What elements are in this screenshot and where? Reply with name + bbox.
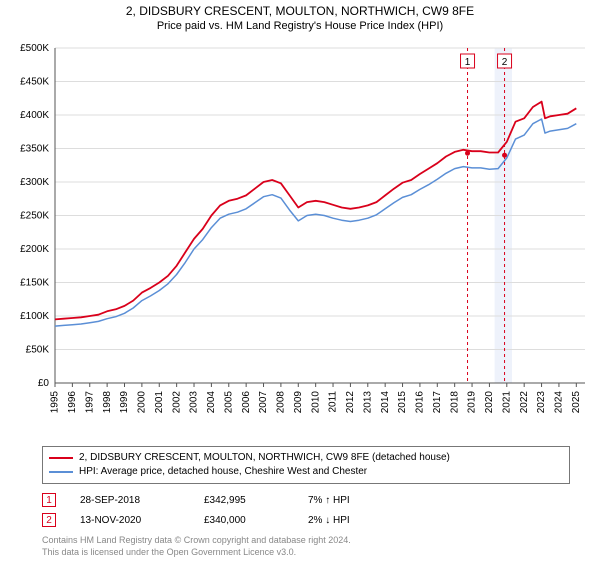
sale-row: 1 28-SEP-2018 £342,995 7% ↑ HPI [42,490,570,510]
svg-text:£350K: £350K [20,144,49,155]
svg-text:1995: 1995 [50,391,61,414]
svg-text:2005: 2005 [223,391,234,414]
svg-text:2: 2 [502,57,508,68]
legend-item: 2, DIDSBURY CRESCENT, MOULTON, NORTHWICH… [49,451,563,465]
svg-text:2008: 2008 [276,391,287,414]
sale-marker: 2 [42,513,56,527]
svg-text:£500K: £500K [20,43,49,54]
svg-text:2007: 2007 [258,391,269,414]
sale-date: 28-SEP-2018 [80,495,180,506]
svg-text:£200K: £200K [20,244,49,255]
svg-text:2015: 2015 [397,391,408,414]
chart-title: 2, DIDSBURY CRESCENT, MOULTON, NORTHWICH… [0,4,600,18]
svg-text:2000: 2000 [137,391,148,414]
svg-text:2023: 2023 [536,391,547,414]
sale-diff: 2% ↓ HPI [308,515,388,526]
chart-subtitle: Price paid vs. HM Land Registry's House … [0,20,600,32]
svg-text:2009: 2009 [293,391,304,414]
svg-text:2017: 2017 [432,391,443,414]
sales-table: 1 28-SEP-2018 £342,995 7% ↑ HPI 2 13-NOV-2020… [42,490,570,530]
sale-price: £342,995 [204,495,284,506]
svg-text:£300K: £300K [20,177,49,188]
svg-text:1: 1 [465,57,471,68]
svg-text:2024: 2024 [554,391,565,414]
svg-text:£250K: £250K [20,211,49,222]
svg-text:2016: 2016 [415,391,426,414]
svg-text:2019: 2019 [467,391,478,414]
sale-row: 2 13-NOV-2020 £340,000 2% ↓ HPI [42,510,570,530]
chart-area: £0 £50K £100K £150K £200K £250K £300K £350K £400… [0,38,600,438]
footer-attribution: Contains HM Land Registry data © Crown c… [42,534,570,558]
svg-text:£150K: £150K [20,278,49,289]
sale-price: £340,000 [204,515,284,526]
sale-diff: 7% ↑ HPI [308,495,388,506]
legend-swatch [49,457,73,459]
svg-text:2018: 2018 [449,391,460,414]
sale-marker: 1 [42,493,56,507]
svg-text:2004: 2004 [206,391,217,414]
legend-swatch [49,471,73,473]
svg-text:2014: 2014 [380,391,391,414]
svg-text:1996: 1996 [67,391,78,414]
svg-text:£400K: £400K [20,110,49,121]
svg-text:2010: 2010 [310,391,321,414]
legend-label: 2, DIDSBURY CRESCENT, MOULTON, NORTHWICH… [79,451,450,465]
line-chart-svg: £0 £50K £100K £150K £200K £250K £300K £350K £400… [0,38,600,438]
svg-text:£450K: £450K [20,77,49,88]
svg-text:1999: 1999 [119,391,130,414]
svg-text:2013: 2013 [362,391,373,414]
svg-text:2020: 2020 [484,391,495,414]
svg-text:£50K: £50K [26,345,50,356]
legend-item: HPI: Average price, detached house, Ches… [49,465,563,479]
svg-text:2003: 2003 [189,391,200,414]
legend-box: 2, DIDSBURY CRESCENT, MOULTON, NORTHWICH… [42,446,570,484]
legend-label: HPI: Average price, detached house, Ches… [79,465,367,479]
svg-text:2001: 2001 [154,391,165,414]
footer-line-1: Contains HM Land Registry data © Crown c… [42,534,570,546]
svg-text:£0: £0 [38,378,50,389]
svg-text:2011: 2011 [328,391,339,413]
svg-text:1998: 1998 [102,391,113,414]
svg-text:2021: 2021 [501,391,512,414]
svg-text:1997: 1997 [84,391,95,414]
svg-text:2012: 2012 [345,391,356,414]
svg-text:2025: 2025 [571,391,582,414]
sale-date: 13-NOV-2020 [80,515,180,526]
svg-text:2022: 2022 [519,391,530,414]
svg-text:2002: 2002 [171,391,182,414]
svg-text:£100K: £100K [20,311,49,322]
svg-text:2006: 2006 [241,391,252,414]
footer-line-2: This data is licensed under the Open Gov… [42,546,570,558]
